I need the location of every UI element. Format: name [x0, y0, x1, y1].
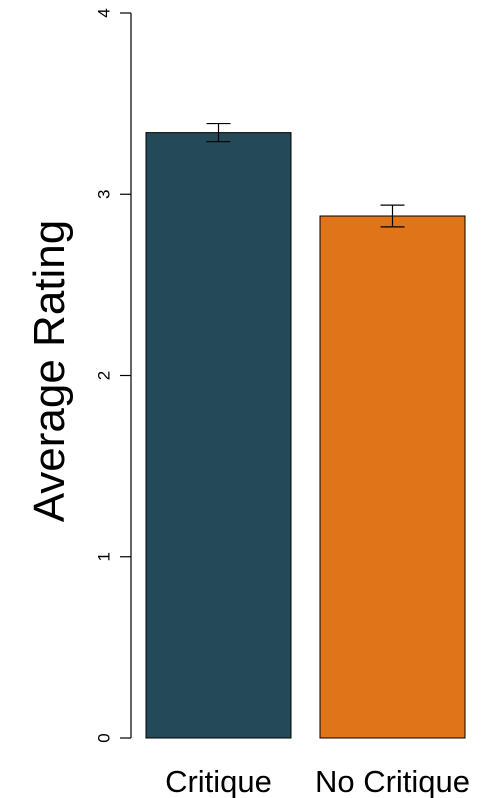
y-tick-label: 2: [95, 371, 114, 380]
y-axis-title: Average Rating: [25, 220, 74, 523]
error-bar: [380, 204, 405, 228]
y-tick-label: 1: [95, 552, 114, 561]
error-bars: [206, 122, 405, 228]
bars: [145, 132, 466, 739]
y-tick-label: 0: [95, 733, 114, 742]
y-axis: 0 1 2 3 4: [95, 8, 132, 743]
error-bar: [206, 122, 231, 143]
bar-no-critique: [319, 215, 466, 739]
x-axis-labels: Critique No Critique: [165, 764, 470, 798]
x-category-label: No Critique: [315, 764, 470, 798]
bar-critique: [145, 132, 292, 739]
y-tick-label: 4: [95, 8, 114, 17]
x-category-label: Critique: [165, 764, 272, 798]
y-tick-label: 3: [95, 190, 114, 199]
